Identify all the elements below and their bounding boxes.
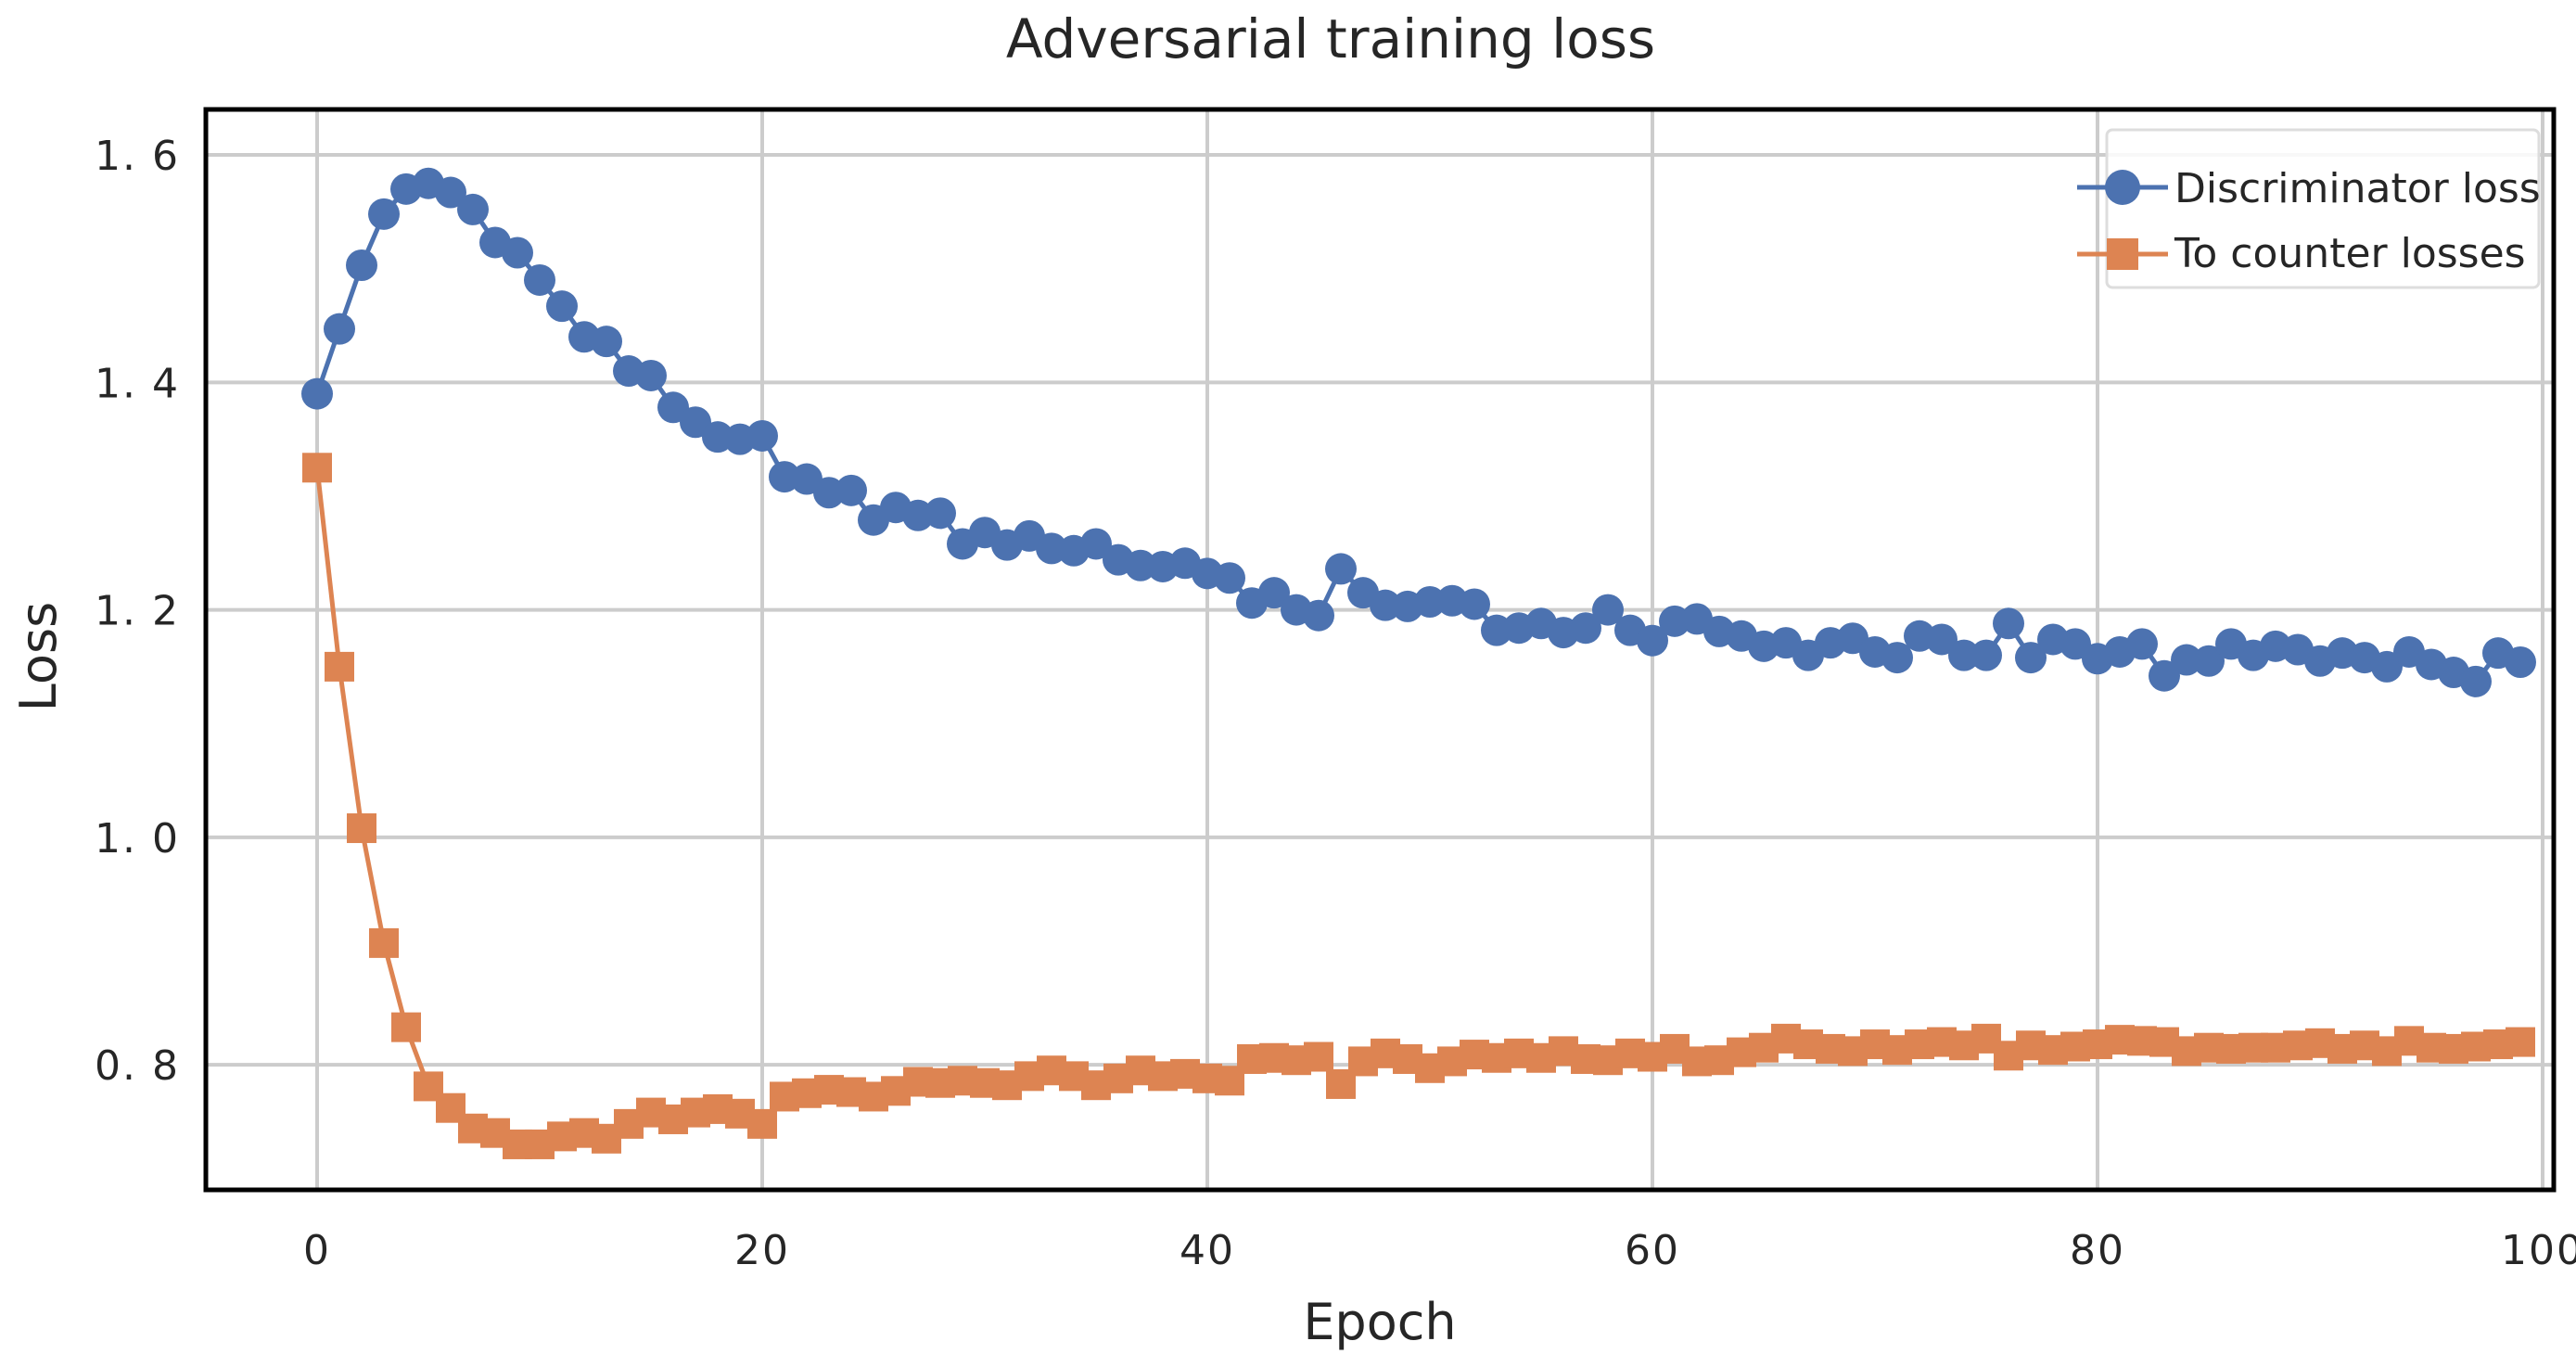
legend-marker-circle bbox=[2105, 170, 2140, 205]
x-tick-label: 100 bbox=[2501, 1227, 2576, 1274]
data-point-circle bbox=[1414, 585, 1446, 618]
data-point-circle bbox=[2171, 644, 2202, 676]
y-tick-label: 1. 2 bbox=[95, 588, 180, 635]
data-point-circle bbox=[324, 313, 355, 345]
data-point-circle bbox=[1881, 642, 1913, 674]
y-tick-label: 1. 0 bbox=[95, 815, 180, 862]
data-point-circle bbox=[1258, 577, 1290, 609]
data-point-circle bbox=[2015, 642, 2047, 674]
data-point-square bbox=[2506, 1027, 2535, 1057]
data-point-circle bbox=[1214, 562, 1245, 594]
x-tick-label: 20 bbox=[734, 1227, 790, 1274]
data-point-circle bbox=[368, 198, 400, 230]
data-point-circle bbox=[657, 391, 689, 424]
data-point-circle bbox=[2460, 665, 2492, 697]
data-point-square bbox=[347, 813, 376, 844]
legend-entry-discriminator: Discriminator loss bbox=[2077, 165, 2541, 212]
x-tick-label: 60 bbox=[1625, 1227, 1680, 1274]
data-point-circle bbox=[925, 497, 956, 530]
data-point-circle bbox=[1325, 553, 1357, 585]
tick-labels: 0 20 40 60 80 100 0. 8 1. 0 1. 2 1. 4 1. 6 bbox=[95, 133, 2576, 1274]
data-point-circle bbox=[301, 377, 333, 410]
x-tick-label: 0 bbox=[303, 1227, 331, 1274]
chart-title: Adversarial training loss bbox=[1006, 7, 1655, 70]
legend: Discriminator loss To counter losses bbox=[2077, 128, 2541, 289]
data-point-circle bbox=[835, 474, 867, 506]
data-point-circle bbox=[1637, 624, 1668, 657]
legend-entry-counter: To counter losses bbox=[2077, 230, 2526, 277]
data-point-circle bbox=[502, 236, 533, 269]
legend-box bbox=[2105, 128, 2541, 289]
series-counter bbox=[302, 453, 2535, 1159]
y-axis-label: Loss bbox=[9, 602, 68, 711]
x-axis-label: Epoch bbox=[1303, 1293, 1456, 1351]
data-point-circle bbox=[2126, 628, 2158, 660]
y-tick-label: 0. 8 bbox=[95, 1042, 180, 1090]
data-point-circle bbox=[1993, 607, 2024, 640]
data-point-circle bbox=[1459, 588, 1490, 620]
data-point-circle bbox=[435, 176, 466, 209]
data-point-circle bbox=[2149, 659, 2180, 692]
data-point-circle bbox=[591, 326, 622, 358]
data-point-square bbox=[302, 453, 332, 483]
legend-marker-square bbox=[2107, 238, 2138, 270]
data-point-circle bbox=[457, 193, 489, 225]
data-point-circle bbox=[1592, 594, 1624, 626]
data-point-circle bbox=[746, 419, 778, 452]
data-point-circle bbox=[346, 249, 377, 282]
data-series bbox=[301, 167, 2536, 1159]
data-point-square bbox=[325, 651, 354, 682]
data-point-circle bbox=[635, 359, 667, 391]
y-tick-label: 1. 4 bbox=[95, 360, 180, 407]
data-point-circle bbox=[680, 406, 711, 439]
data-point-circle bbox=[1080, 528, 1112, 560]
y-tick-label: 1. 6 bbox=[95, 133, 180, 180]
plot-frame bbox=[203, 107, 2557, 1193]
series-discriminator bbox=[301, 167, 2536, 697]
data-point-circle bbox=[524, 263, 555, 296]
data-point-circle bbox=[1970, 639, 2002, 671]
data-point-circle bbox=[1125, 549, 1156, 581]
legend-label-counter: To counter losses bbox=[2174, 230, 2526, 277]
data-point-circle bbox=[1570, 612, 1601, 645]
data-point-square bbox=[391, 1012, 421, 1042]
data-point-circle bbox=[2505, 645, 2536, 678]
data-point-square bbox=[1304, 1041, 1333, 1072]
data-point-circle bbox=[1303, 599, 1334, 632]
data-point-circle bbox=[546, 290, 578, 323]
data-point-circle bbox=[1370, 589, 1401, 621]
data-point-circle bbox=[2371, 650, 2403, 683]
data-point-circle bbox=[2193, 645, 2225, 677]
data-point-square bbox=[369, 927, 399, 958]
data-point-circle bbox=[2060, 628, 2091, 660]
x-tick-label: 40 bbox=[1180, 1227, 1235, 1274]
x-tick-label: 80 bbox=[2070, 1227, 2125, 1274]
data-point-circle bbox=[1926, 623, 1958, 656]
data-point-square bbox=[747, 1108, 777, 1139]
legend-label-discriminator: Discriminator loss bbox=[2174, 165, 2541, 212]
data-point-circle bbox=[1948, 639, 1980, 671]
